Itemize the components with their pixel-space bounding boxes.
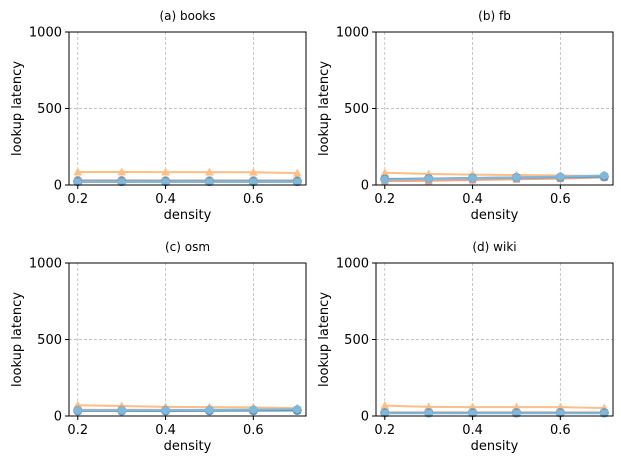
series-5 — [380, 171, 609, 185]
x-tick-label: 0.4 — [155, 423, 176, 438]
data-point — [73, 406, 82, 416]
data-point — [205, 167, 214, 176]
data-point — [380, 401, 390, 409]
data-point — [161, 405, 170, 415]
data-point — [512, 409, 521, 417]
x-tick-label: 0.2 — [67, 423, 88, 438]
x-tick-label: 0.4 — [462, 423, 483, 438]
x-axis-label: density — [471, 439, 519, 454]
y-axis-label: lookup latency — [317, 292, 332, 387]
series-5 — [74, 178, 301, 186]
y-axis-label: lookup latency — [317, 61, 332, 156]
data-point — [205, 405, 214, 415]
subplot-title: (a) books — [159, 9, 215, 23]
subplot-4: 0.2 0.4 0.6 0 500 1000 (d) wiki density lookup l… — [317, 240, 614, 454]
data-point — [424, 174, 433, 184]
data-point — [468, 173, 477, 183]
x-tick-label: 0.2 — [374, 192, 395, 207]
x-tick-label: 0.2 — [67, 192, 88, 207]
data-point — [249, 405, 258, 415]
y-axis-label: lookup latency — [10, 61, 25, 156]
subplot-2: 0.2 0.4 0.6 0 500 1000 (b) fb density lookup lat… — [317, 9, 614, 223]
data-point — [205, 178, 214, 186]
subplot-grid: 0.2 0.4 0.6 0 500 1000 (a) books density lookup … — [10, 9, 614, 454]
x-axis-label: density — [164, 208, 212, 223]
data-point — [556, 172, 565, 182]
y-tick-label: 1000 — [29, 26, 62, 41]
y-tick-label: 500 — [37, 102, 62, 117]
y-tick-label: 0 — [54, 410, 62, 425]
data-point — [292, 168, 302, 177]
y-tick-label: 1000 — [29, 257, 62, 272]
subplot-title: (d) wiki — [472, 240, 516, 254]
data-point — [600, 409, 608, 417]
series-1 — [380, 401, 609, 412]
y-tick-label: 500 — [344, 102, 369, 117]
y-tick-label: 0 — [361, 410, 369, 425]
data-point — [381, 409, 389, 417]
series-line — [77, 408, 298, 412]
data-point — [380, 168, 390, 177]
data-point — [424, 402, 433, 411]
subplot-title: (c) osm — [165, 240, 210, 254]
data-point — [380, 175, 389, 185]
series-5 — [381, 409, 608, 417]
x-tick-label: 0.6 — [550, 192, 571, 207]
x-tick-label: 0.4 — [155, 192, 176, 207]
data-point — [556, 409, 564, 417]
x-tick-label: 0.6 — [243, 423, 264, 438]
data-point — [293, 404, 302, 414]
series-line — [77, 404, 298, 410]
data-point — [117, 405, 126, 415]
data-point — [161, 167, 170, 176]
data-point — [249, 167, 258, 176]
data-point — [468, 409, 477, 417]
x-tick-label: 0.4 — [462, 192, 483, 207]
data-point — [512, 172, 521, 182]
x-tick-label: 0.2 — [374, 423, 395, 438]
y-tick-label: 0 — [361, 179, 369, 194]
x-tick-label: 0.6 — [243, 192, 264, 207]
data-point — [117, 167, 126, 176]
data-point — [293, 178, 301, 186]
y-tick-label: 500 — [344, 333, 369, 348]
data-point — [425, 409, 433, 417]
subplot-title: (b) fb — [478, 9, 511, 23]
series-1 — [73, 167, 302, 177]
subplot-3: 0.2 0.4 0.6 0 500 1000 (c) osm density lookup la… — [10, 240, 307, 454]
data-point — [74, 178, 82, 186]
subplot-1: 0.2 0.4 0.6 0 500 1000 (a) books density lookup … — [10, 9, 307, 223]
series-line — [384, 174, 605, 181]
data-point — [118, 178, 126, 186]
y-tick-label: 500 — [37, 333, 62, 348]
y-tick-label: 1000 — [336, 257, 369, 272]
y-tick-label: 1000 — [336, 26, 369, 41]
y-tick-label: 0 — [54, 179, 62, 194]
series-line — [384, 404, 605, 410]
series-5 — [73, 404, 302, 416]
x-tick-label: 0.6 — [550, 423, 571, 438]
x-axis-label: density — [164, 439, 212, 454]
data-point — [600, 171, 609, 181]
series-line — [77, 171, 298, 175]
data-point — [249, 178, 257, 186]
y-axis-label: lookup latency — [10, 292, 25, 387]
data-point — [161, 178, 170, 186]
x-axis-label: density — [471, 208, 519, 223]
data-point — [73, 167, 83, 176]
